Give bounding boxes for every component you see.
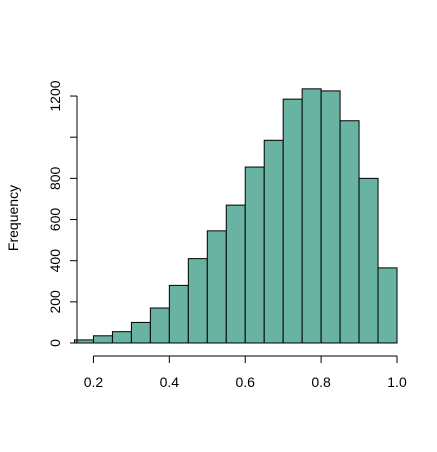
- y-tick-label: 1200: [47, 80, 63, 111]
- histogram-bar: [111, 331, 132, 344]
- histogram-bar: [263, 139, 284, 344]
- histogram-bar: [339, 120, 360, 344]
- y-axis-ticks: 0 200 400 600 800 1200: [47, 80, 77, 347]
- y-axis-title: Frequency: [5, 185, 21, 251]
- histogram-bar: [320, 90, 341, 344]
- y-tick-label: 0: [47, 339, 63, 347]
- bars: [74, 88, 398, 344]
- y-tick-label: 200: [47, 290, 63, 314]
- histogram-bar: [187, 258, 208, 344]
- x-tick-label: 0.6: [236, 374, 256, 390]
- x-axis-ticks: 0.2 0.4 0.6 0.8 1.0: [84, 356, 407, 390]
- histogram-bar: [206, 230, 227, 344]
- x-tick-label: 0.2: [84, 374, 104, 390]
- y-tick-label: 800: [47, 166, 63, 190]
- histogram-bar: [244, 166, 265, 344]
- y-tick-label: 600: [47, 208, 63, 232]
- histogram-bar: [225, 204, 246, 344]
- histogram-bar: [377, 267, 398, 344]
- histogram-bar: [301, 88, 322, 344]
- x-tick-label: 0.4: [160, 374, 180, 390]
- histogram-bar: [130, 321, 151, 344]
- histogram-bar: [358, 177, 379, 344]
- x-tick-label: 0.8: [311, 374, 331, 390]
- x-tick-label: 1.0: [387, 374, 407, 390]
- histogram-bar: [282, 98, 303, 344]
- histogram-bar: [168, 284, 189, 344]
- y-tick-label: 400: [47, 249, 63, 273]
- histogram-bar: [92, 335, 113, 344]
- histogram-bar: [149, 307, 170, 344]
